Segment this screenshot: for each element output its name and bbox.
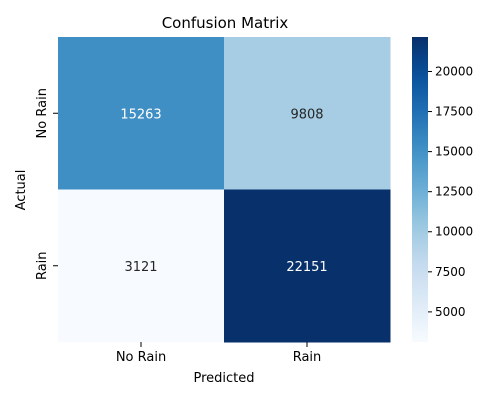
colorbar-tick-label: 10000 [435,225,473,239]
heatmap-cell-labels: 15263 9808 3121 22151 [120,107,327,275]
heatmap-cell [58,189,225,343]
chart-title: Confusion Matrix [162,14,289,32]
cell-value-label: 3121 [124,260,157,275]
y-tick-label: Rain [35,251,50,280]
x-tick-label: Rain [293,350,322,365]
y-axis-ticks: No Rain Rain [35,88,58,280]
heatmap-cell [224,37,391,190]
colorbar-ticks: 5000 7500 10000 12500 15000 17500 20000 [428,64,473,319]
heatmap-cell [224,189,391,343]
colorbar-tick-label: 20000 [435,64,473,78]
colorbar-tick-label: 17500 [435,105,473,119]
heatmap-cell [58,37,225,190]
y-axis-label: Actual [14,170,29,211]
cell-value-label: 15263 [120,107,161,122]
x-axis-ticks: No Rain Rain [116,342,321,365]
x-tick-label: No Rain [116,350,166,365]
cell-value-label: 9808 [290,107,323,122]
colorbar [412,37,428,342]
cell-value-label: 22151 [286,260,327,275]
y-tick-label: No Rain [35,88,50,138]
colorbar-tick-label: 15000 [435,145,473,159]
colorbar-tick-label: 12500 [435,185,473,199]
colorbar-tick-label: 7500 [435,265,466,279]
x-axis-label: Predicted [193,371,254,386]
colorbar-tick-label: 5000 [435,305,466,319]
heatmap-cells [58,37,391,343]
